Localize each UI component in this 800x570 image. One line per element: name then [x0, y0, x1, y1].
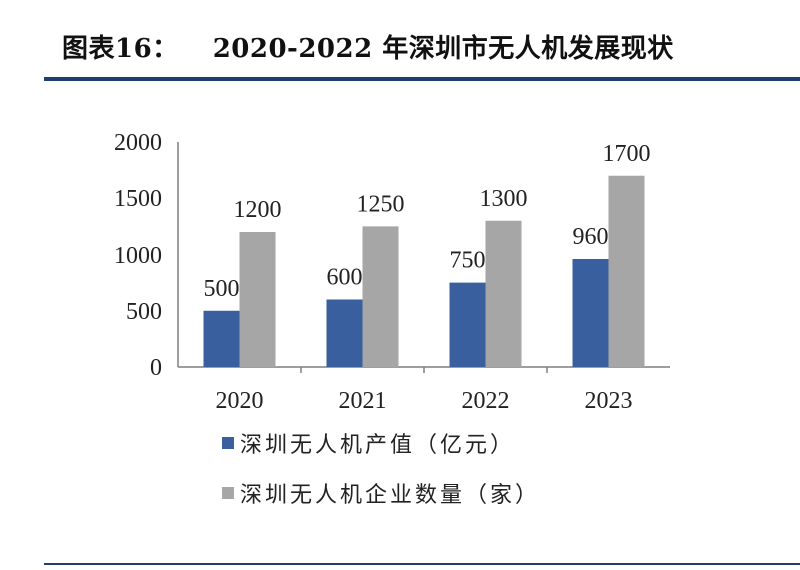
legend: 深圳无人机产值（亿元） 深圳无人机企业数量（家） — [222, 433, 540, 508]
bar — [608, 175, 645, 367]
y-tick-label: 1000 — [114, 243, 162, 269]
bar — [449, 282, 486, 367]
legend-swatch-companies — [222, 487, 234, 499]
bar — [203, 310, 240, 367]
title-rule — [44, 77, 800, 81]
bar — [362, 226, 399, 367]
bottom-rule — [44, 563, 800, 565]
bar — [239, 232, 276, 367]
x-tick-label: 2023 — [585, 388, 633, 414]
figure-label: 图表16： — [62, 34, 179, 64]
data-label: 1700 — [603, 141, 651, 167]
bar — [572, 259, 609, 367]
data-label: 960 — [573, 224, 609, 250]
x-tick-label: 2020 — [216, 388, 264, 414]
chart-title: 图表16： 2020-2022 年深圳市无人机发展现状 — [62, 28, 674, 65]
y-tick-label: 1500 — [114, 186, 162, 212]
data-label: 1300 — [480, 186, 528, 212]
y-tick-label: 0 — [150, 355, 162, 381]
y-tick-label: 500 — [126, 299, 162, 325]
bar-group: 500 1200 600 1250 750 1300 960 1700 — [203, 141, 651, 367]
y-axis: 0 500 1000 1500 2000 — [114, 130, 179, 381]
bar — [326, 299, 363, 367]
legend-label-output: 深圳无人机产值（亿元） — [240, 433, 515, 458]
data-label: 1200 — [234, 197, 282, 223]
x-tick-label: 2022 — [462, 388, 510, 414]
data-label: 750 — [450, 248, 486, 274]
x-axis: 2020 2021 2022 2023 — [178, 366, 670, 414]
x-tick-label: 2021 — [339, 388, 387, 414]
data-label: 1250 — [357, 191, 405, 217]
legend-swatch-output — [222, 437, 234, 449]
legend-label-companies: 深圳无人机企业数量（家） — [240, 483, 540, 508]
bar — [485, 220, 522, 367]
data-label: 500 — [204, 276, 240, 302]
title-text: 2020-2022 年深圳市无人机发展现状 — [212, 34, 674, 64]
data-label: 600 — [327, 265, 363, 291]
y-tick-label: 2000 — [114, 130, 162, 156]
